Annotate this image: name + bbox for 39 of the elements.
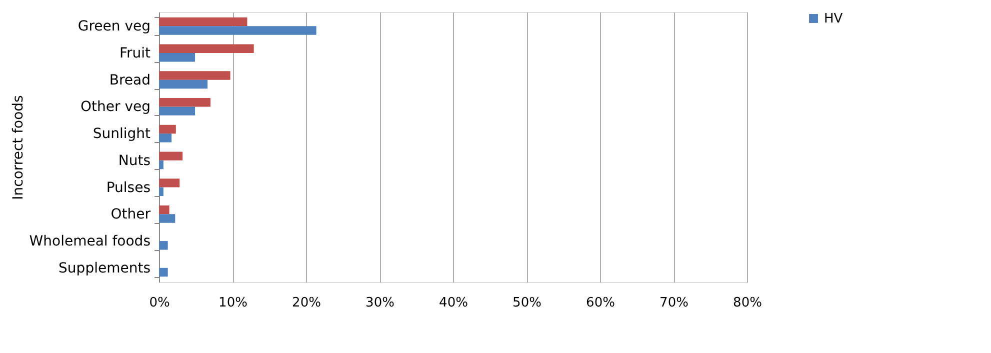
x-tick-label: 10% — [218, 296, 248, 310]
x-tick-label: 20% — [292, 296, 321, 310]
bar — [159, 152, 183, 160]
bar — [159, 241, 168, 250]
bar — [159, 205, 170, 214]
y-tick-label: Other — [110, 206, 151, 223]
x-tick-label: 0% — [149, 296, 170, 310]
y-tick-label: Fruit — [119, 45, 152, 62]
x-tick-label: 40% — [439, 296, 468, 310]
bar — [159, 71, 230, 80]
bar — [159, 214, 176, 223]
y-tick-label: Pulses — [106, 180, 150, 196]
legend-label: HV — [824, 12, 843, 26]
bar — [159, 124, 176, 134]
bar — [159, 187, 164, 196]
x-tick-label: 80% — [733, 296, 762, 310]
bar — [159, 98, 210, 107]
x-tick-label: 50% — [512, 296, 542, 310]
x-tick-label: 70% — [660, 296, 688, 310]
y-tick-label: Sunlight — [92, 126, 151, 142]
bar — [159, 106, 196, 116]
bar — [159, 268, 168, 277]
x-tick-label: 60% — [586, 296, 615, 310]
y-axis-title: Incorrect foods — [10, 95, 26, 200]
y-tick-label: Supplements — [58, 260, 150, 276]
y-tick-label: Other veg — [80, 99, 150, 116]
x-tick-label: 30% — [366, 296, 394, 310]
bar — [159, 134, 172, 142]
bar — [159, 17, 248, 26]
bar — [159, 52, 196, 62]
y-tick-label: Green veg — [78, 18, 150, 35]
bar — [159, 80, 208, 89]
bar — [159, 44, 254, 53]
bar — [159, 26, 316, 35]
y-tick-label: Bread — [109, 72, 150, 88]
y-tick-label: Nuts — [118, 152, 150, 169]
y-tick-label: Wholemeal foods — [29, 234, 150, 250]
bar — [159, 178, 180, 188]
bar — [159, 160, 164, 170]
